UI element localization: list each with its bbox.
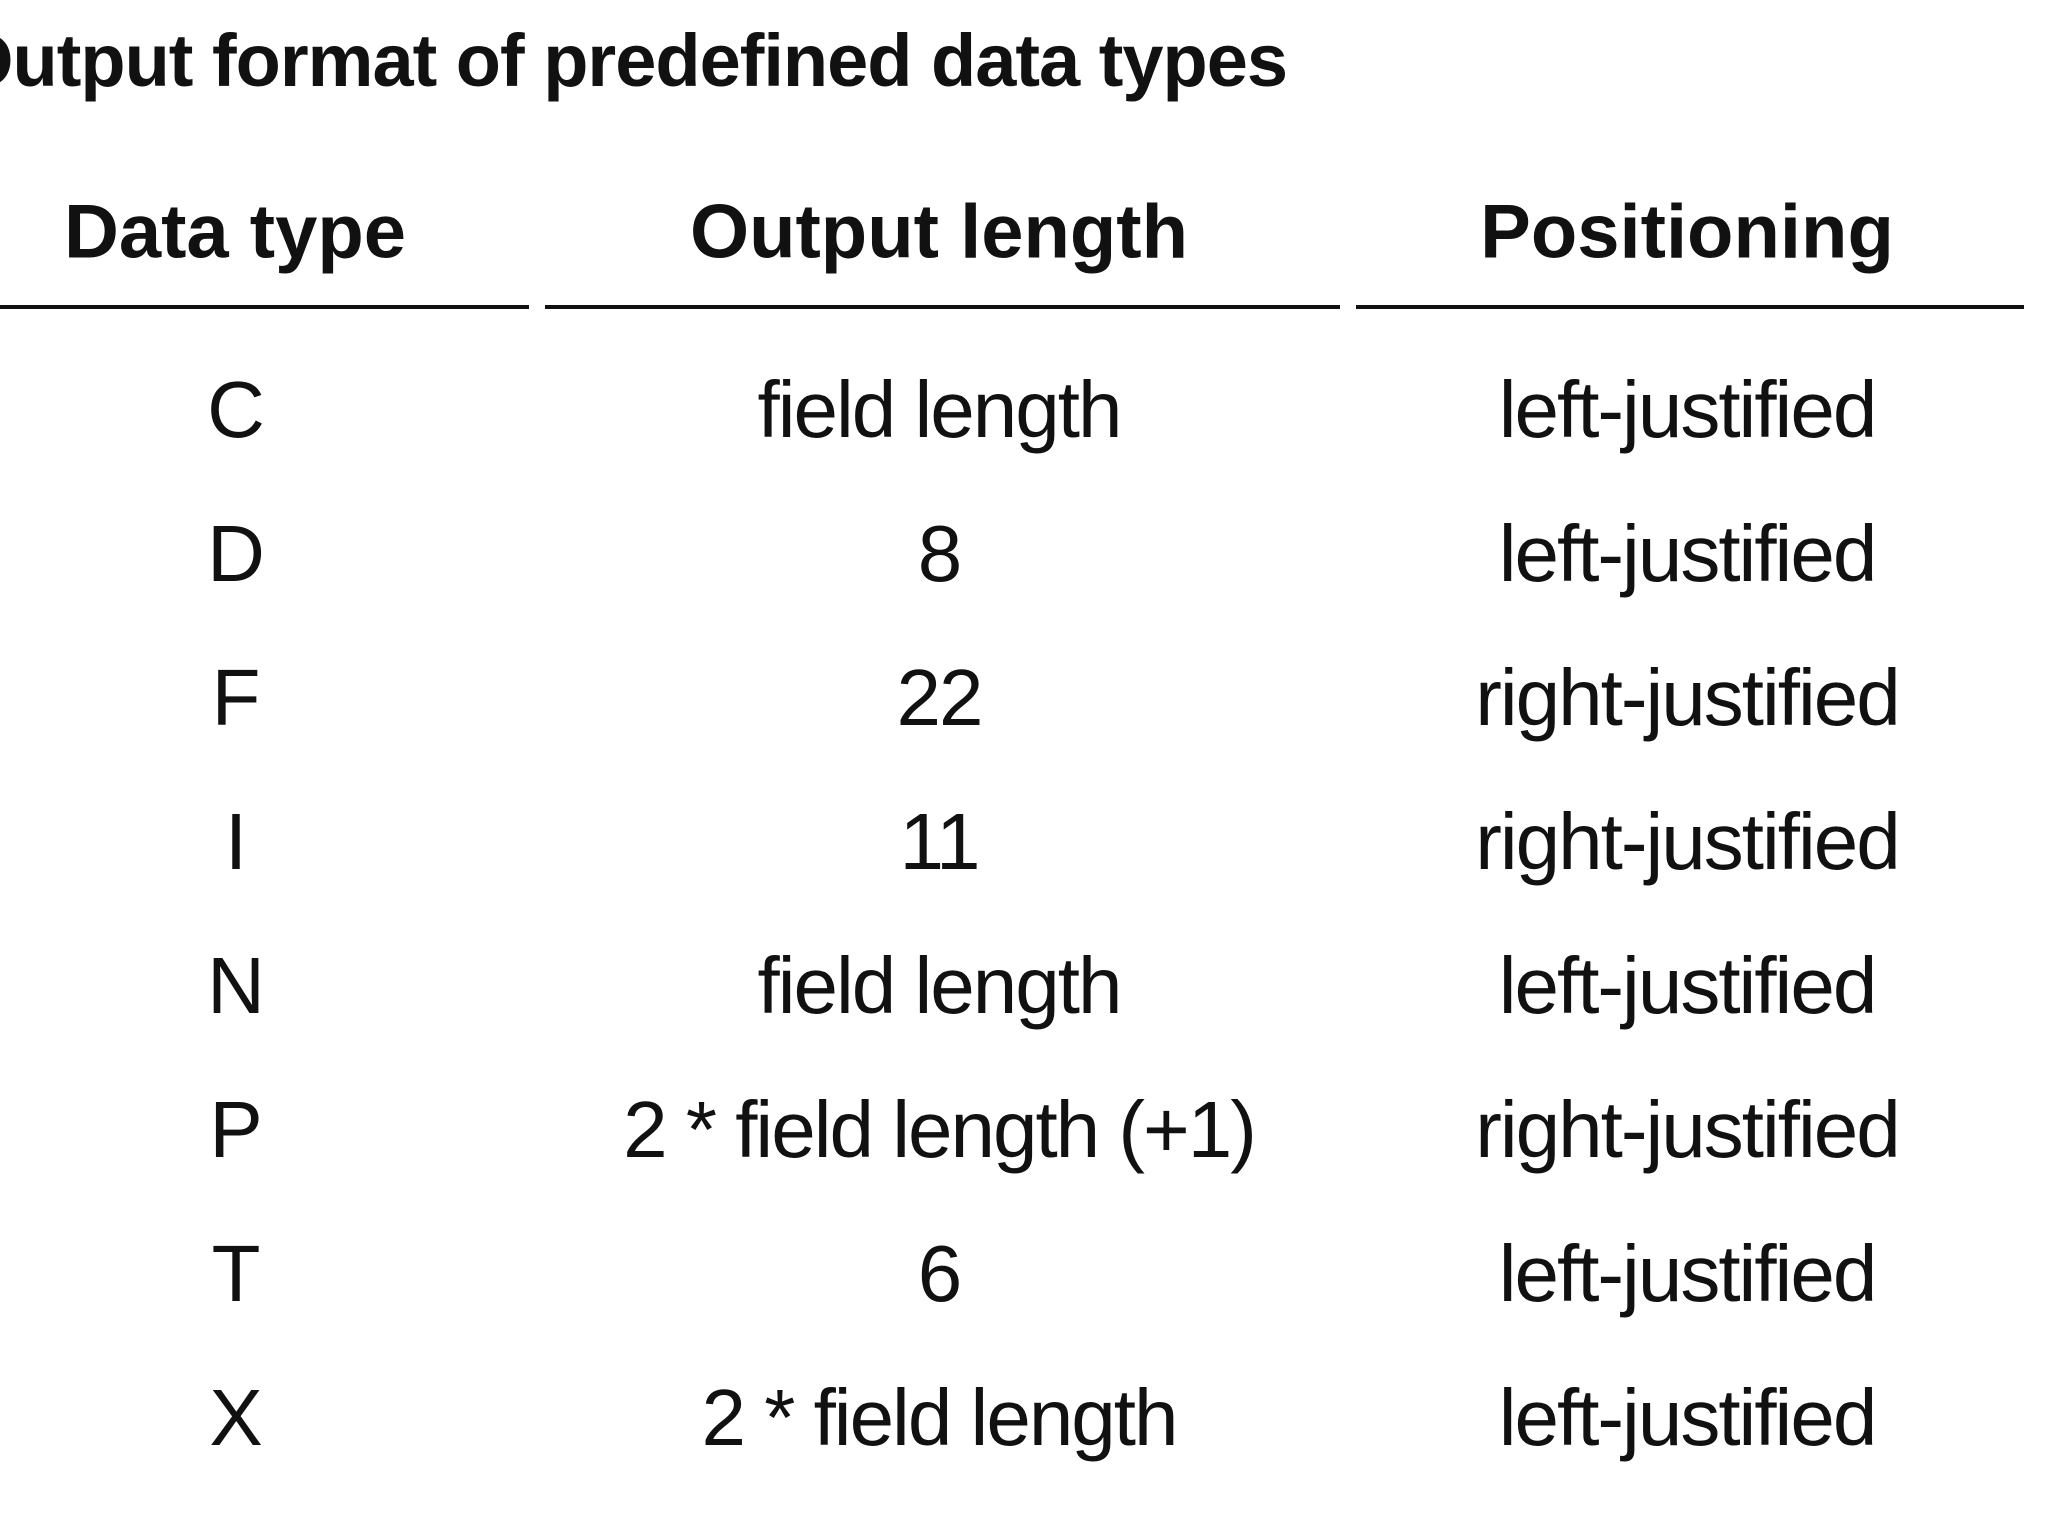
header-rule [0,305,529,309]
table-title: Output format of predefined data types [0,19,1288,102]
table-cell: left-justified [1498,941,1878,1030]
table-cell: 8 [917,509,962,598]
table-cell: right-justified [1475,1085,1901,1174]
header-rule [545,305,1340,309]
table-cell: N [207,941,265,1030]
table-cell: left-justified [1498,509,1878,598]
table-cell: I [224,797,247,886]
table-cell: D [207,509,265,598]
table-cell: field length [757,941,1123,1030]
table-cell: 11 [899,797,980,886]
table-cell: 6 [917,1229,962,1318]
table-cell: right-justified [1475,797,1901,886]
column-header: Positioning [1480,189,1894,275]
table-cell: right-justified [1475,653,1901,742]
table-cell: P [209,1085,262,1174]
table-cell: left-justified [1498,1229,1878,1318]
table-cell: 2 * field length [701,1373,1178,1462]
header-rule [1356,305,2024,309]
column-header: Data type [63,189,407,275]
table-cell: left-justified [1498,1373,1878,1462]
table-cell: field length [757,365,1123,454]
table-cell: T [211,1229,261,1318]
table-cell: left-justified [1498,365,1878,454]
table-cell: 22 [896,653,984,742]
table-cell: C [207,365,265,454]
table-cell: X [209,1373,262,1462]
table-cell: F [211,653,261,742]
column-header: Output length [689,189,1189,275]
table-cell: 2 * field length (+1) [623,1085,1257,1174]
